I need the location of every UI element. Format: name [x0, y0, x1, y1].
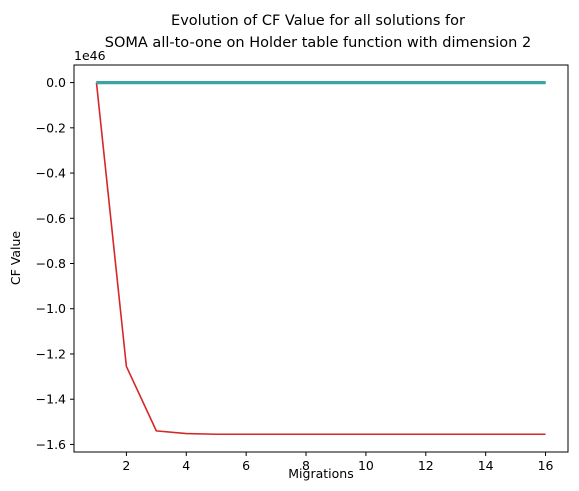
x-tick-label: 6 [242, 458, 250, 473]
x-tick-label: 16 [538, 458, 554, 473]
plot-frame [73, 64, 569, 453]
y-tick-label: −1.4 [36, 392, 66, 407]
y-tick-label: −1.6 [36, 437, 66, 452]
y-tick-label: −0.2 [36, 120, 66, 135]
chart-title: Evolution of CF Value for all solutions … [105, 13, 531, 51]
chart-title-line-2: SOMA all-to-one on Holder table function… [105, 35, 531, 51]
series-layer [95, 80, 546, 436]
x-tick-label: 4 [182, 458, 190, 473]
axes-ticks: 2 4 6 8 10 12 14 16 0.0 −0.2 −0.4 −0.6 −0.8 −1.0 −1.2 −… [36, 75, 554, 473]
x-tick-label: 8 [302, 458, 310, 473]
y-tick-label: −0.6 [36, 211, 66, 226]
y-tick-label: −0.4 [36, 166, 66, 181]
x-tick-label: 14 [478, 458, 494, 473]
chart-title-line-1: Evolution of CF Value for all solutions … [171, 13, 465, 29]
x-tick-label: 12 [418, 458, 434, 473]
y-offset-label: 1e46 [74, 48, 106, 63]
y-tick-label: −1.0 [36, 301, 66, 316]
x-axis-label: Migrations [288, 466, 353, 481]
y-tick-label: −1.2 [36, 346, 66, 361]
x-tick-label: 10 [358, 458, 374, 473]
x-tick-label: 2 [122, 458, 130, 473]
series-line-1 [95, 82, 546, 436]
y-axis-label: CF Value [8, 231, 23, 286]
y-tick-label: 0.0 [46, 75, 66, 90]
y-tick-label: −0.8 [36, 256, 66, 271]
